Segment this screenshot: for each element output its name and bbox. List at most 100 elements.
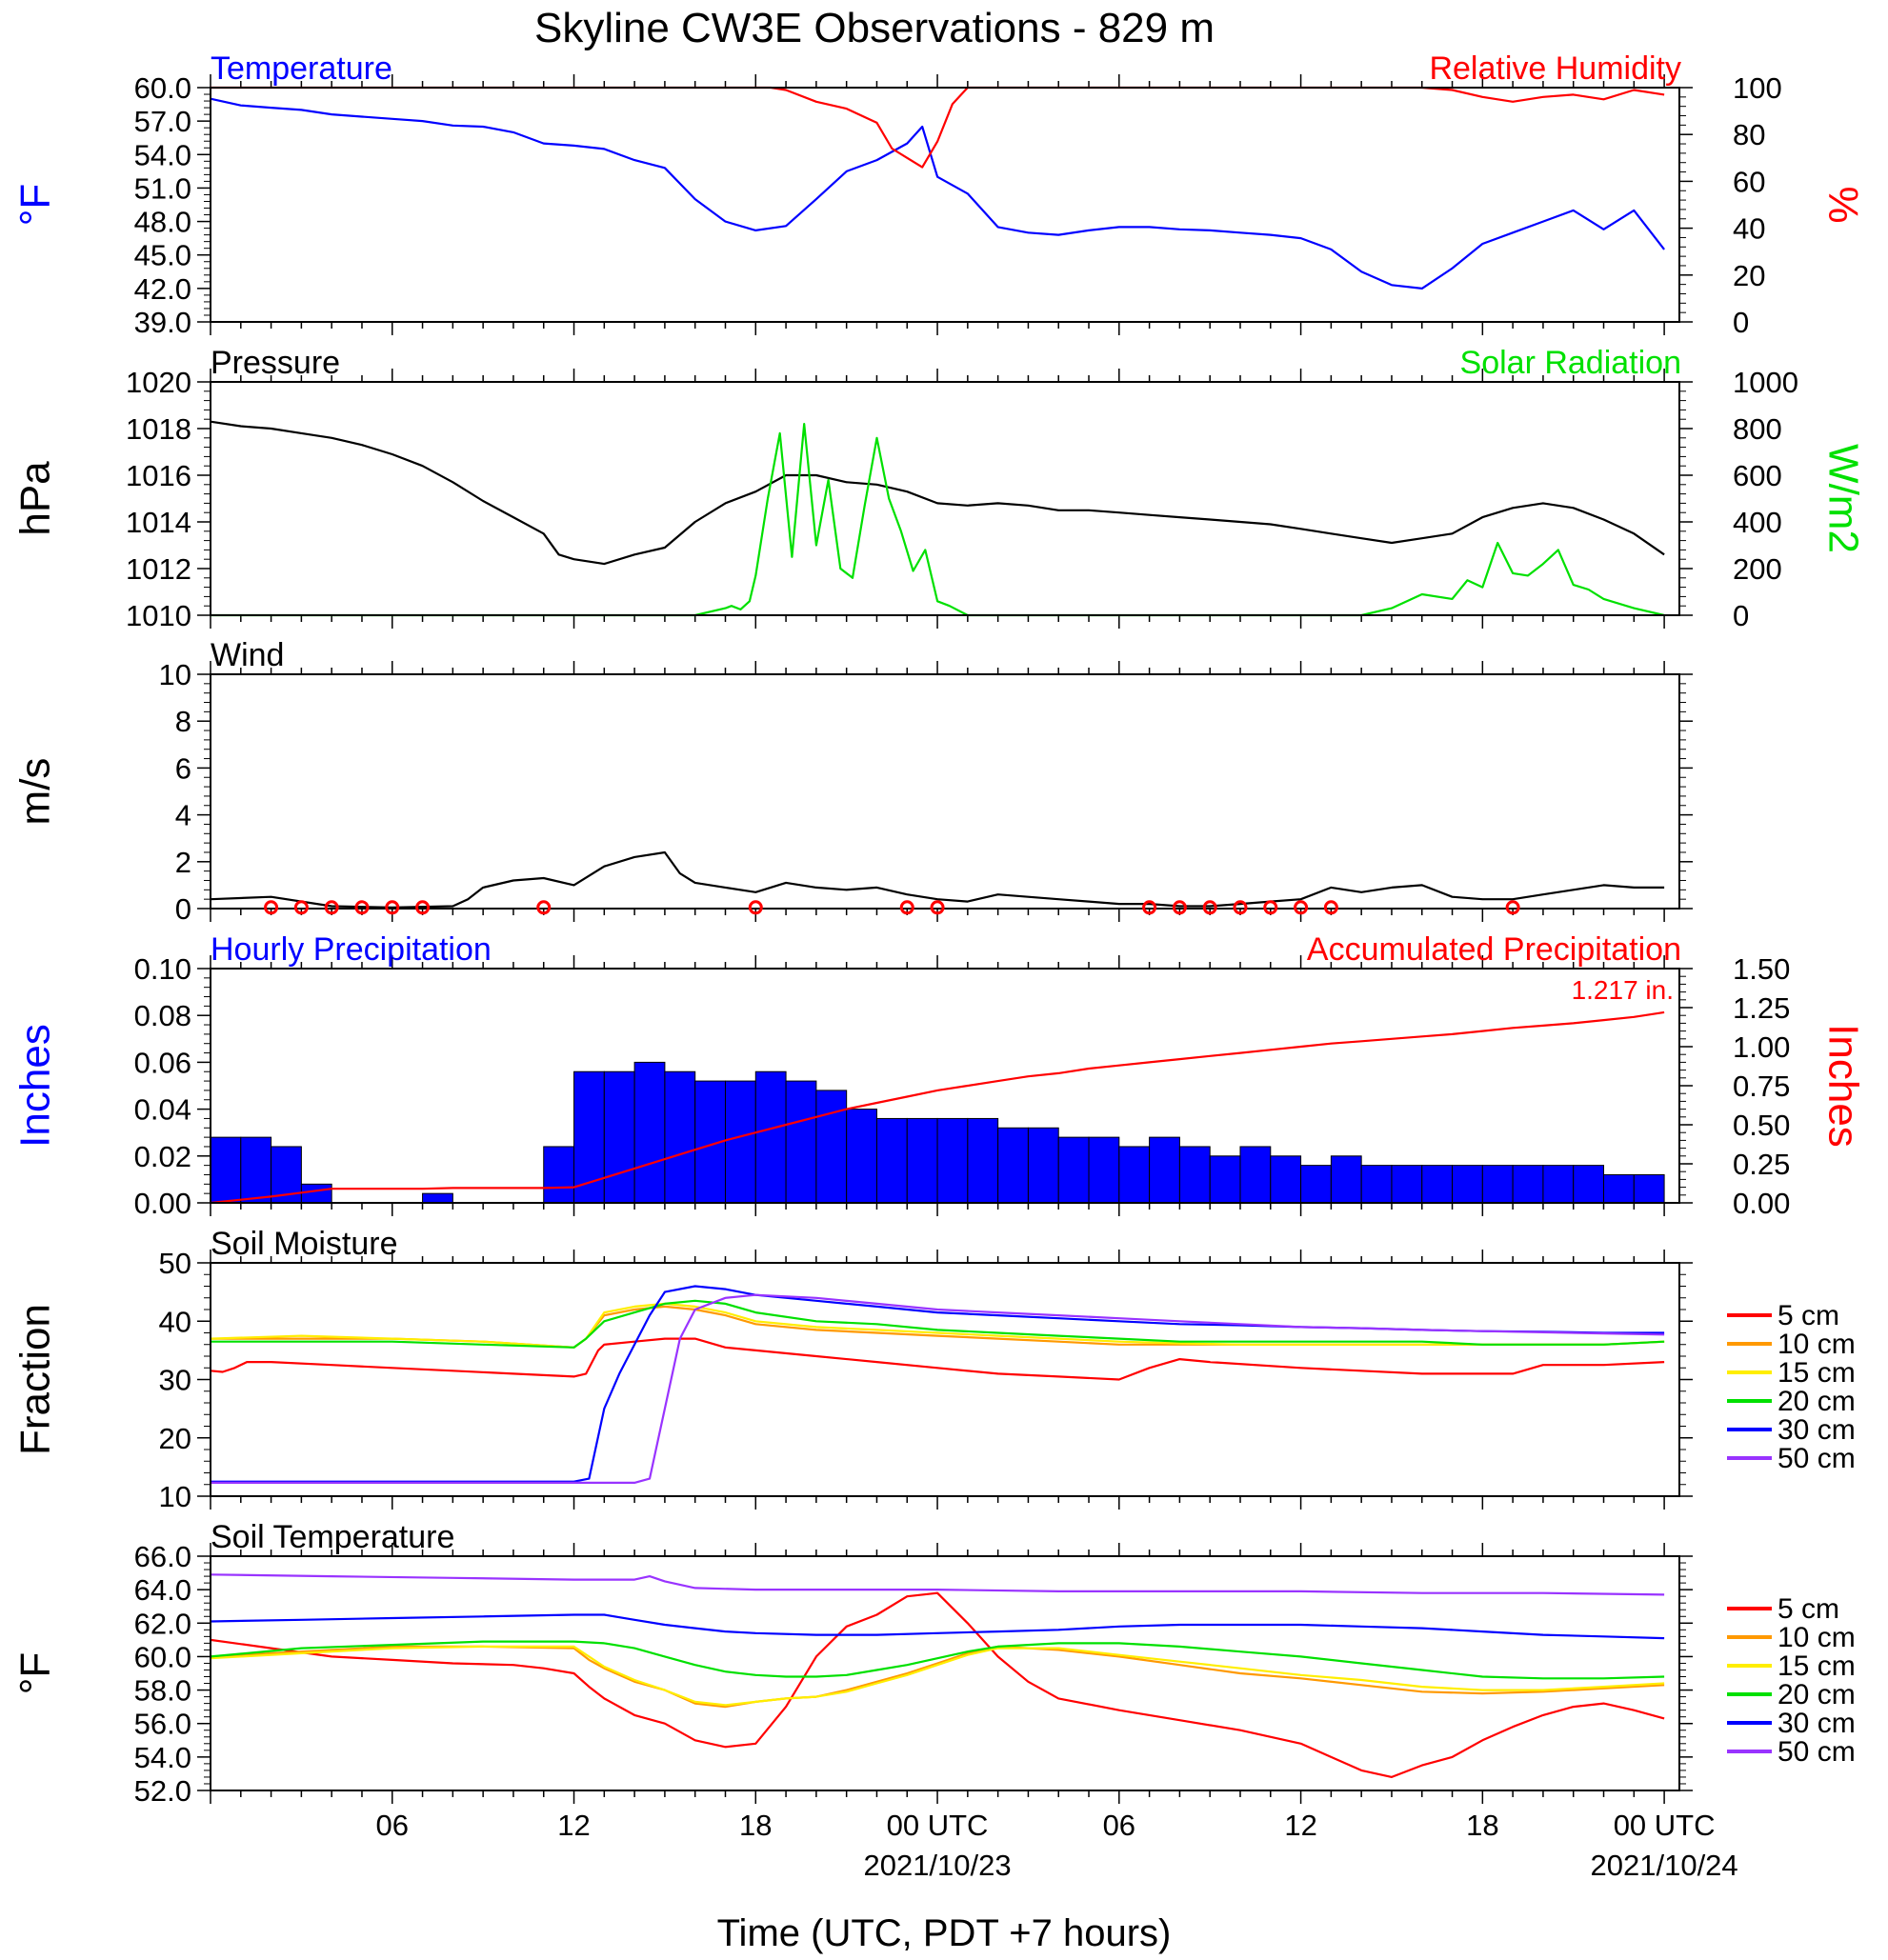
y-tick-label-right: 1.25: [1733, 991, 1790, 1025]
y-tick-label-left: 64.0: [134, 1573, 191, 1607]
x-tick-label: 18: [739, 1809, 772, 1842]
x-date-label: 2021/10/23: [863, 1849, 1011, 1882]
panel-title-left: Hourly Precipitation: [211, 931, 492, 968]
y-tick-label-left: 0.00: [134, 1187, 191, 1220]
y-tick-label-right: 20: [1733, 259, 1765, 292]
y-tick-label-left: 0.08: [134, 999, 191, 1032]
panel-title-right: Relative Humidity: [1429, 50, 1681, 87]
plot-frame: [210, 673, 1680, 910]
y-tick-label-left: 50: [159, 1247, 191, 1280]
y-tick-label-right: 100: [1733, 71, 1782, 105]
panel-title-left: Soil Temperature: [211, 1519, 454, 1555]
y-tick-label-left: 60.0: [134, 71, 191, 105]
wind-calm-marker: [324, 900, 339, 915]
wind-calm-marker: [385, 900, 400, 915]
y-tick-label-right: 0.75: [1733, 1070, 1790, 1103]
precip-bar: [1360, 1165, 1393, 1204]
precip-bar: [543, 1146, 575, 1204]
y-tick-label-left: 54.0: [134, 138, 191, 171]
y-tick-label-right: 1.50: [1733, 952, 1790, 986]
x-tick-label: 00 UTC: [1614, 1809, 1716, 1842]
precip-bar: [1481, 1165, 1514, 1204]
panel-press: 1010 1012 1014 1016 1018 1020 0 200 400 600 800 100…: [12, 345, 1867, 632]
y-tick-label-right: 400: [1733, 506, 1782, 539]
y-tick-label-right: 0.50: [1733, 1109, 1790, 1142]
series-line-30-cm: [210, 1613, 1665, 1640]
figure-title: Skyline CW3E Observations - 829 m: [534, 5, 1215, 51]
x-tick-label: 12: [1284, 1809, 1316, 1842]
precip-bar: [1209, 1155, 1241, 1204]
precip-bar: [664, 1070, 696, 1204]
y-tick-label-left: 30: [159, 1364, 191, 1397]
precip-bar: [300, 1183, 332, 1204]
legend-label: 10 cm: [1778, 1622, 1856, 1653]
series-line-5-cm: [210, 1591, 1665, 1779]
wind-calm-marker: [354, 900, 370, 915]
y-tick-label-left: 6: [175, 751, 191, 785]
x-tick-label: 06: [376, 1809, 409, 1842]
x-tick-label: 06: [1103, 1809, 1135, 1842]
wind-calm-marker: [930, 900, 945, 915]
legend-label: 15 cm: [1778, 1650, 1856, 1682]
series-line-relative-humidity: [211, 86, 1665, 169]
wind-calm-marker: [536, 900, 552, 915]
y-tick-label-right: 800: [1733, 412, 1782, 446]
y-tick-label-left: 42.0: [134, 272, 191, 306]
precip-bar: [210, 1136, 242, 1204]
y-tick-label-right: 60: [1733, 165, 1765, 198]
y-tick-label-left: 10: [159, 658, 191, 691]
wind-calm-marker: [1172, 900, 1187, 915]
precip-bar: [997, 1127, 1029, 1204]
precip-bar: [1027, 1127, 1059, 1204]
series-line-wind: [210, 850, 1665, 909]
y-tick-label-left: 0.06: [134, 1046, 191, 1079]
panel-title-left: Soil Moisture: [211, 1226, 398, 1262]
y-tick-label-right: 1.00: [1733, 1030, 1790, 1064]
y-tick-label-left: 1014: [126, 506, 191, 539]
precip-bar: [603, 1070, 635, 1204]
panel-title-left: Temperature: [211, 50, 392, 87]
precip-bar: [1452, 1165, 1483, 1204]
legend-label: 5 cm: [1778, 1300, 1839, 1331]
series-line-solar-radiation: [211, 423, 1665, 617]
y-axis-label-left: Inches: [12, 1024, 59, 1148]
series-line-temperature: [210, 97, 1665, 290]
series-line-30-cm: [211, 1285, 1665, 1483]
x-tick-label: 00 UTC: [887, 1809, 989, 1842]
precip-bar: [754, 1070, 787, 1204]
precip-bar: [724, 1080, 756, 1204]
series-line-pressure: [210, 420, 1665, 566]
precip-bar: [240, 1136, 272, 1204]
y-tick-label-left: 40: [159, 1305, 191, 1338]
precip-bar: [1239, 1146, 1272, 1204]
series-line-10-cm: [210, 1645, 1665, 1709]
y-tick-label-left: 0.04: [134, 1093, 191, 1127]
panel-temp: 39.042.045.048.051.054.057.060.0 0 20 40 60 8…: [12, 50, 1867, 339]
y-tick-label-left: 66.0: [134, 1540, 191, 1573]
plot-frame: [210, 381, 1680, 616]
legend-label: 30 cm: [1778, 1414, 1856, 1446]
y-tick-label-left: 10: [159, 1480, 191, 1513]
wind-calm-marker: [1233, 900, 1248, 915]
precip-bar: [422, 1192, 453, 1204]
precip-bar: [815, 1090, 848, 1204]
precip-bar: [1633, 1173, 1665, 1204]
panel-soilt: 52.054.056.058.060.062.064.066.0 Soil Tem…: [12, 1519, 1856, 1808]
panel-title-right: Solar Radiation: [1460, 345, 1681, 381]
accumulated-total-label: 1.217 in.: [1572, 975, 1674, 1005]
x-axis-title: Time (UTC, PDT +7 hours): [717, 1912, 1172, 1954]
wind-calm-marker: [1142, 900, 1157, 915]
legend-label: 50 cm: [1778, 1443, 1856, 1474]
y-tick-label-left: 45.0: [134, 239, 191, 272]
y-tick-label-right: 0: [1733, 599, 1749, 632]
precip-bar: [1057, 1136, 1090, 1204]
x-date-label: 2021/10/24: [1591, 1849, 1738, 1882]
wind-calm-marker: [1294, 900, 1309, 915]
legend-label: 20 cm: [1778, 1679, 1856, 1710]
y-tick-label-left: 48.0: [134, 206, 191, 239]
series-line-50-cm: [210, 1573, 1665, 1596]
wind-calm-marker: [899, 900, 914, 915]
wind-calm-marker: [1202, 900, 1217, 915]
panel-title-left: Wind: [211, 637, 284, 673]
y-axis-label-right: %: [1819, 186, 1866, 223]
